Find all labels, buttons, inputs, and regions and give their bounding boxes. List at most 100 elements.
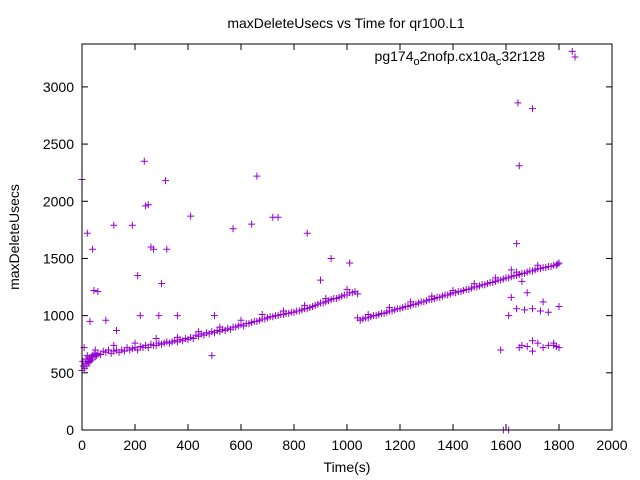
data-point-235: [150, 245, 158, 253]
y-axis-label: maxDeleteUsecs: [6, 184, 22, 290]
legend-part-3: c: [496, 56, 502, 68]
data-point-204: [237, 316, 245, 324]
data-point-267: [539, 344, 547, 352]
data-point-202: [195, 328, 203, 336]
y-tick-label-2: 1000: [43, 308, 74, 324]
data-point-203: [216, 323, 224, 331]
data-point-242: [208, 352, 216, 360]
data-point-211: [385, 304, 393, 312]
data-point-261: [529, 105, 536, 113]
data-point-224: [94, 288, 102, 296]
y-tick-label-1: 500: [51, 365, 75, 381]
data-point-210: [364, 310, 372, 318]
data-point-280: [550, 341, 558, 349]
x-tick-label-3: 600: [229, 437, 253, 453]
data-point-229: [134, 272, 142, 280]
data-point-237: [158, 280, 165, 288]
x-tick-label-2: 400: [176, 437, 200, 453]
legend-label: pg174o2nofp.cx10ac32r128: [375, 48, 546, 68]
data-point-246: [253, 172, 261, 180]
data-point-265: [529, 337, 536, 345]
x-tick-label-5: 1000: [331, 437, 362, 453]
data-point-201: [173, 333, 181, 341]
data-point-245: [248, 220, 256, 228]
data-point-263: [518, 341, 526, 349]
data-point-223: [90, 286, 98, 294]
data-point-231: [140, 157, 148, 165]
data-point-256: [507, 266, 515, 274]
x-tick-label-0: 0: [78, 437, 86, 453]
data-point-281: [555, 344, 563, 352]
data-point-271: [513, 305, 521, 313]
data-point-228: [128, 221, 136, 229]
plot-frame: [81, 43, 613, 431]
data-point-217: [513, 268, 521, 276]
data-point-275: [544, 308, 552, 316]
data-point-197: [91, 346, 99, 354]
data-point-199: [131, 339, 139, 347]
data-point-207: [301, 301, 309, 309]
data-point-276: [555, 302, 563, 310]
y-tick-label-3: 1500: [43, 250, 74, 266]
data-point-198: [110, 341, 118, 349]
data-point-244: [229, 225, 237, 233]
data-point-222: [86, 317, 94, 325]
data-point-205: [258, 310, 266, 318]
data-point-243: [211, 312, 218, 320]
data-point-282: [507, 293, 515, 301]
y-tick-label-0: 0: [66, 422, 74, 438]
data-point-239: [163, 245, 171, 253]
data-point-273: [529, 305, 536, 313]
data-point-227: [112, 326, 120, 334]
data-point-195: [554, 260, 562, 268]
y-tick-label-4: 2000: [43, 193, 74, 209]
x-tick-label-9: 1800: [543, 437, 574, 453]
data-point-249: [303, 229, 311, 237]
data-point-216: [491, 274, 499, 282]
chart-title: maxDeleteUsecs vs Time for qr100.L1: [227, 15, 465, 31]
x-tick-label-6: 1200: [384, 437, 415, 453]
x-tick-label-4: 800: [282, 437, 306, 453]
data-point-221: [89, 245, 97, 253]
data-point-206: [279, 307, 287, 315]
data-point-253: [497, 346, 505, 354]
data-point-214: [449, 286, 457, 294]
data-point-233: [144, 201, 152, 209]
x-tick-label-1: 200: [123, 437, 147, 453]
data-point-258: [514, 99, 522, 107]
x-axis-label: Time(s): [324, 459, 371, 475]
data-point-284: [539, 298, 547, 306]
data-point-277: [568, 47, 576, 55]
data-point-196: [555, 259, 563, 267]
data-point-236: [155, 312, 163, 320]
data-point-260: [518, 277, 526, 285]
data-point-241: [187, 212, 195, 220]
legend-marker-symbol: [571, 53, 579, 61]
data-point-220: [83, 229, 91, 237]
data-point-278: [529, 347, 536, 355]
data-point-225: [102, 316, 110, 324]
data-point-213: [428, 292, 436, 300]
legend-marker: [571, 53, 579, 61]
legend-part-1: o: [413, 56, 419, 68]
legend-part-4: 32r128: [501, 48, 545, 64]
legend-part-2: 2nofp.cx10a: [420, 48, 496, 64]
data-point-251: [327, 254, 335, 262]
data-point-270: [505, 312, 513, 320]
data-point-257: [513, 240, 521, 248]
data-point-226: [110, 221, 118, 229]
x-tick-label-7: 1400: [437, 437, 468, 453]
data-point-238: [161, 177, 169, 185]
data-point-208: [322, 294, 330, 302]
data-point-230: [136, 312, 144, 320]
data-point-240: [173, 312, 181, 320]
data-point-272: [521, 306, 529, 314]
data-point-200: [152, 335, 160, 343]
data-point-218: [534, 261, 542, 269]
data-point-118: [354, 290, 362, 298]
data-point-274: [536, 307, 544, 315]
data-point-212: [407, 298, 415, 306]
data-point-248: [274, 213, 282, 221]
data-point-252: [346, 259, 354, 267]
